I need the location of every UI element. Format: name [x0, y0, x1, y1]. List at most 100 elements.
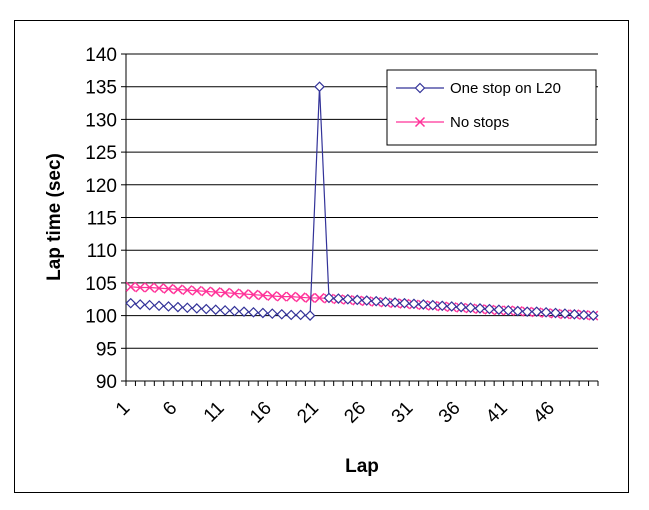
data-point	[210, 304, 222, 316]
legend-marker	[414, 82, 426, 94]
data-point	[219, 305, 231, 316]
data-point	[134, 299, 146, 310]
data-point	[521, 306, 533, 318]
y-tick-labels: 90 95 100 105 110 115 120 125 130 135 140	[85, 45, 117, 393]
data-point	[493, 304, 505, 316]
legend-box	[386, 69, 597, 146]
data-point	[267, 290, 278, 302]
data-point	[550, 307, 561, 319]
data-point	[540, 306, 552, 318]
data-point	[351, 294, 363, 306]
data-point	[418, 299, 429, 310]
data-point	[569, 308, 580, 320]
data-point	[408, 298, 420, 310]
data-point	[163, 283, 174, 294]
legend: One stop on L20 No stops	[386, 69, 597, 146]
chart-frame	[14, 20, 629, 493]
y-tick-label: 130	[85, 110, 117, 131]
legend-label: One stop on L20	[450, 80, 561, 97]
data-point	[314, 81, 325, 93]
data-point	[220, 287, 231, 298]
data-point	[125, 281, 136, 292]
y-tick-label: 90	[96, 372, 117, 393]
data-point	[276, 291, 287, 302]
data-point	[465, 302, 476, 314]
data-point	[238, 306, 250, 318]
data-point	[305, 292, 316, 303]
data-point	[257, 290, 268, 301]
axes	[121, 53, 599, 386]
data-point	[295, 309, 306, 321]
data-point	[361, 295, 373, 306]
data-point	[455, 301, 467, 313]
data-point	[135, 282, 146, 293]
data-point	[201, 286, 212, 297]
y-tick-label: 110	[87, 241, 117, 262]
data-point	[446, 301, 458, 312]
data-point	[210, 287, 221, 298]
data-point	[200, 303, 212, 315]
data-point	[144, 282, 155, 293]
x-tick-labels: 1 6 11 16 21 26 31 36 41 46	[112, 398, 559, 428]
data-point	[587, 310, 599, 321]
y-tick-label: 120	[85, 176, 117, 197]
x-tick-label: 16	[246, 398, 276, 428]
y-axis-title: Lap time (sec)	[44, 153, 65, 281]
x-axis-title: Lap	[345, 456, 379, 477]
data-point	[248, 289, 259, 300]
data-point	[154, 283, 165, 294]
data-point	[484, 303, 495, 315]
data-point	[285, 309, 297, 321]
y-tick-label: 125	[85, 143, 117, 164]
data-point	[182, 285, 193, 296]
y-tick-label: 115	[87, 209, 117, 230]
data-point	[182, 302, 193, 314]
data-point	[333, 293, 344, 304]
x-tick-label: 21	[293, 398, 323, 428]
legend-marker	[414, 116, 426, 128]
data-point	[163, 301, 174, 312]
x-tick-label: 11	[200, 398, 229, 427]
data-point	[427, 299, 439, 311]
data-point	[172, 301, 184, 313]
x-tick-label: 6	[159, 398, 181, 420]
data-point	[380, 296, 391, 308]
data-point	[153, 300, 165, 312]
data-point	[342, 293, 354, 305]
x-tick-label: 41	[482, 398, 512, 428]
data-point	[276, 308, 288, 320]
data-point	[191, 303, 203, 314]
y-tick-label: 105	[85, 274, 117, 295]
x-tick-label: 36	[435, 398, 465, 428]
data-point	[191, 285, 202, 296]
data-point	[172, 284, 183, 295]
data-point	[238, 288, 250, 300]
data-point	[125, 297, 137, 309]
data-point	[502, 305, 514, 316]
data-point	[474, 303, 486, 314]
y-tick-label: 100	[85, 307, 117, 328]
x-tick-label: 31	[388, 398, 418, 428]
data-point	[257, 307, 269, 319]
data-point	[323, 292, 335, 304]
data-point	[370, 295, 382, 307]
data-point	[286, 291, 297, 302]
y-tick-label: 95	[96, 339, 117, 360]
x-tick-label: 46	[529, 398, 559, 428]
data-point	[512, 305, 524, 317]
x-tick-label: 26	[340, 398, 370, 428]
data-point	[248, 306, 259, 318]
data-point	[304, 310, 316, 321]
data-point	[314, 292, 325, 303]
data-point	[436, 300, 448, 312]
data-point	[578, 309, 590, 321]
data-point	[559, 308, 571, 319]
series-lines	[125, 81, 599, 321]
data-point	[144, 299, 155, 311]
data-point	[266, 308, 278, 319]
data-point	[229, 288, 240, 299]
data-point	[399, 297, 410, 309]
legend-label: No stops	[450, 114, 509, 131]
data-point	[295, 292, 306, 303]
